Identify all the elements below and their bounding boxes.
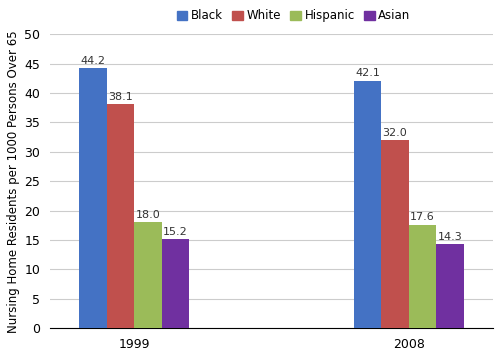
Bar [354,81,381,328]
Bar [80,68,107,328]
Text: 18.0: 18.0 [136,210,160,220]
Bar [408,225,436,328]
Text: 32.0: 32.0 [382,128,407,138]
Legend: Black, White, Hispanic, Asian: Black, White, Hispanic, Asian [172,5,416,27]
Y-axis label: Nursing Home Residents per 1000 Persons Over 65: Nursing Home Residents per 1000 Persons … [7,30,20,333]
Bar [381,140,408,328]
Bar [107,104,134,328]
Bar [134,222,162,328]
Text: 42.1: 42.1 [355,68,380,78]
Bar [162,239,189,328]
Text: 14.3: 14.3 [438,232,462,242]
Text: 17.6: 17.6 [410,212,434,222]
Text: 15.2: 15.2 [163,227,188,237]
Bar [436,244,464,328]
Text: 38.1: 38.1 [108,92,133,102]
Text: 44.2: 44.2 [80,56,106,66]
